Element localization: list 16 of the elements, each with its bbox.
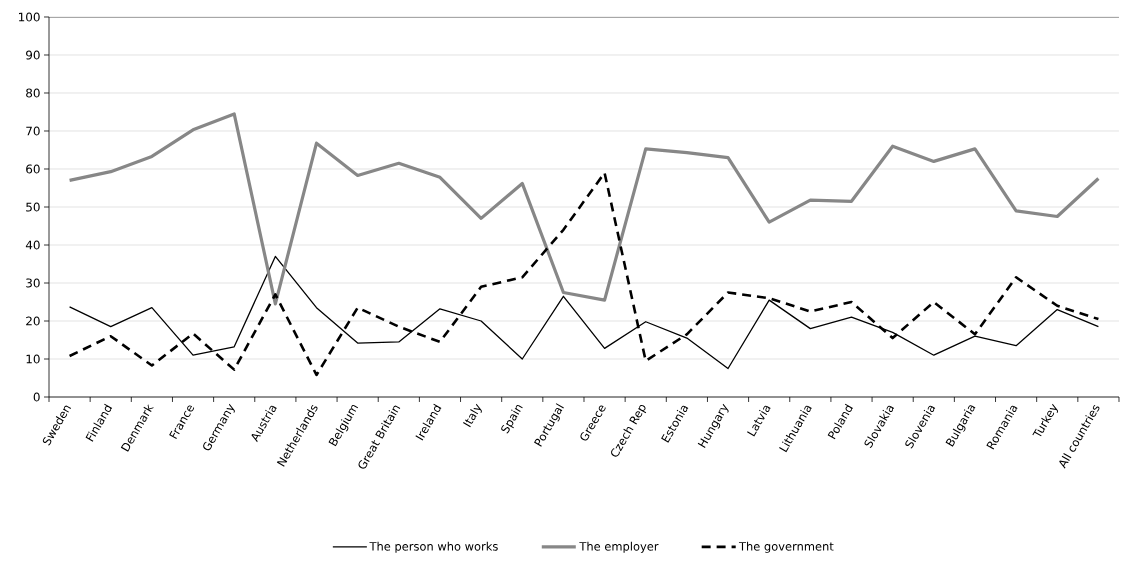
legend-label: The government — [738, 541, 834, 553]
y-tick-label: 100 — [18, 12, 40, 22]
y-tick-label: 50 — [26, 202, 40, 212]
y-tick-label: 60 — [26, 164, 40, 174]
y-tick-label: 90 — [26, 50, 40, 60]
line-series — [68, 171, 1100, 377]
y-tick-label: 30 — [26, 278, 40, 288]
y-tick-label: 70 — [26, 126, 40, 136]
legend-label: The person who works — [369, 541, 498, 553]
line-series — [67, 112, 1101, 306]
y-tick-label: 10 — [26, 354, 40, 364]
y-tick-label: 80 — [26, 88, 40, 98]
legend-label: The employer — [579, 541, 659, 553]
y-tick-label: 20 — [26, 316, 40, 326]
y-tick-label: 40 — [25, 240, 40, 250]
y-tick-label: 0 — [33, 392, 40, 402]
